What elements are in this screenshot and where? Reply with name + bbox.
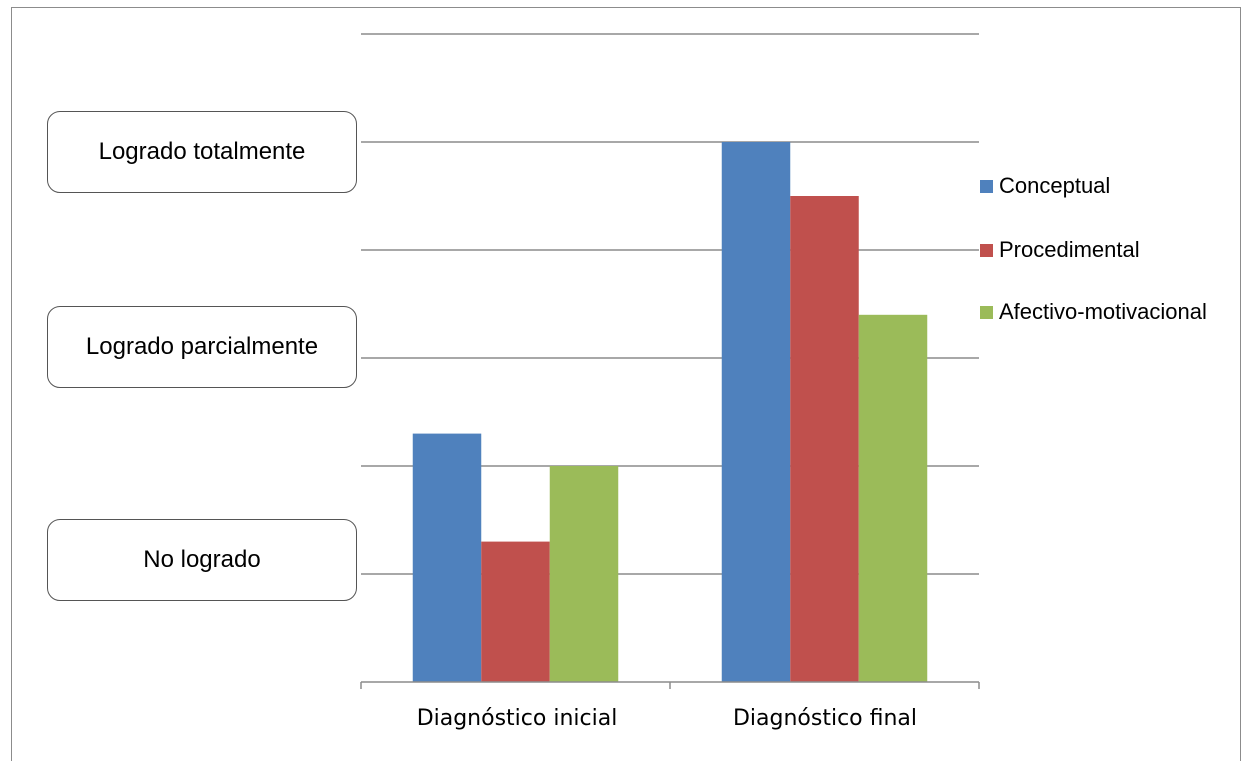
bar-afectivo-motivacional-inicial — [549, 466, 619, 682]
level-label-text: Logrado totalmente — [98, 138, 306, 165]
level-label-logrado-totalmente: Logrado totalmente — [47, 111, 357, 193]
legend-label: Conceptual — [999, 173, 1111, 198]
bar-procedimental-final — [790, 196, 859, 682]
chart-frame — [11, 7, 1241, 761]
level-label-text: No logrado — [143, 546, 261, 573]
legend-item-procedimental: Procedimental — [980, 236, 1140, 264]
bar-afectivo-motivacional-final — [858, 314, 928, 682]
x-tick-label: Diagnóstico inicial — [416, 706, 618, 731]
level-label-logrado-parcialmente: Logrado parcialmente — [47, 306, 357, 388]
legend-swatch — [980, 305, 993, 319]
legend-label: Afectivo-motivacional — [999, 299, 1207, 324]
legend-item-conceptual: Conceptual — [980, 172, 1110, 200]
legend-label: Procedimental — [999, 237, 1140, 262]
legend-swatch — [980, 179, 993, 193]
bar-conceptual-final — [721, 142, 791, 682]
legend-swatch — [980, 243, 993, 257]
level-label-no-logrado: No logrado — [47, 519, 357, 601]
bar-procedimental-inicial — [481, 541, 550, 682]
bar-conceptual-inicial — [412, 433, 482, 682]
level-label-text: Logrado parcialmente — [85, 333, 319, 360]
x-tick-label: Diagnóstico final — [732, 706, 918, 731]
legend-item-afectivo-motivacional: Afectivo-motivacional — [980, 298, 1207, 326]
